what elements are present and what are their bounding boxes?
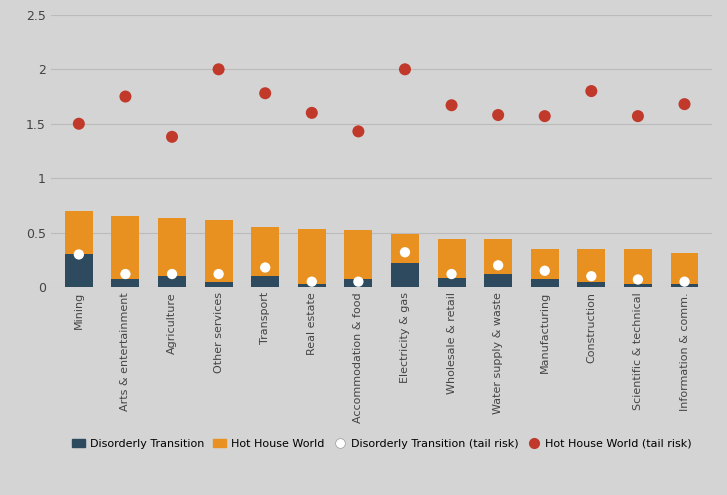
Point: [492, 111, 504, 119]
Bar: [438, 239, 465, 287]
Bar: [158, 276, 186, 287]
Bar: [252, 276, 279, 287]
Bar: [65, 254, 93, 287]
Point: [399, 65, 411, 73]
Point: [446, 101, 457, 109]
Point: [539, 112, 550, 120]
Point: [166, 270, 178, 278]
Bar: [111, 216, 140, 287]
Bar: [624, 249, 652, 287]
Point: [632, 276, 643, 284]
Bar: [484, 239, 512, 287]
Point: [353, 127, 364, 135]
Point: [446, 270, 457, 278]
Bar: [670, 253, 699, 287]
Point: [166, 133, 178, 141]
Point: [73, 120, 84, 128]
Point: [213, 65, 225, 73]
Point: [585, 272, 597, 280]
Legend: Disorderly Transition, Hot House World, Disorderly Transition (tail risk), Hot H: Disorderly Transition, Hot House World, …: [68, 434, 696, 453]
Point: [306, 278, 318, 286]
Point: [73, 250, 84, 258]
Bar: [670, 284, 699, 287]
Point: [585, 87, 597, 95]
Bar: [298, 284, 326, 287]
Bar: [438, 278, 465, 287]
Point: [260, 89, 271, 97]
Bar: [111, 280, 140, 287]
Point: [306, 109, 318, 117]
Point: [120, 270, 132, 278]
Bar: [252, 227, 279, 287]
Bar: [204, 282, 233, 287]
Bar: [484, 274, 512, 287]
Bar: [158, 218, 186, 287]
Bar: [345, 231, 372, 287]
Bar: [531, 249, 559, 287]
Bar: [204, 220, 233, 287]
Bar: [391, 263, 419, 287]
Bar: [345, 280, 372, 287]
Point: [353, 278, 364, 286]
Bar: [298, 229, 326, 287]
Point: [120, 93, 132, 100]
Point: [679, 100, 691, 108]
Point: [632, 112, 643, 120]
Bar: [531, 280, 559, 287]
Point: [679, 278, 691, 286]
Point: [492, 261, 504, 269]
Bar: [577, 249, 606, 287]
Bar: [624, 284, 652, 287]
Bar: [577, 282, 606, 287]
Bar: [65, 211, 93, 287]
Point: [399, 248, 411, 256]
Point: [260, 263, 271, 271]
Bar: [391, 234, 419, 287]
Point: [539, 267, 550, 275]
Point: [213, 270, 225, 278]
